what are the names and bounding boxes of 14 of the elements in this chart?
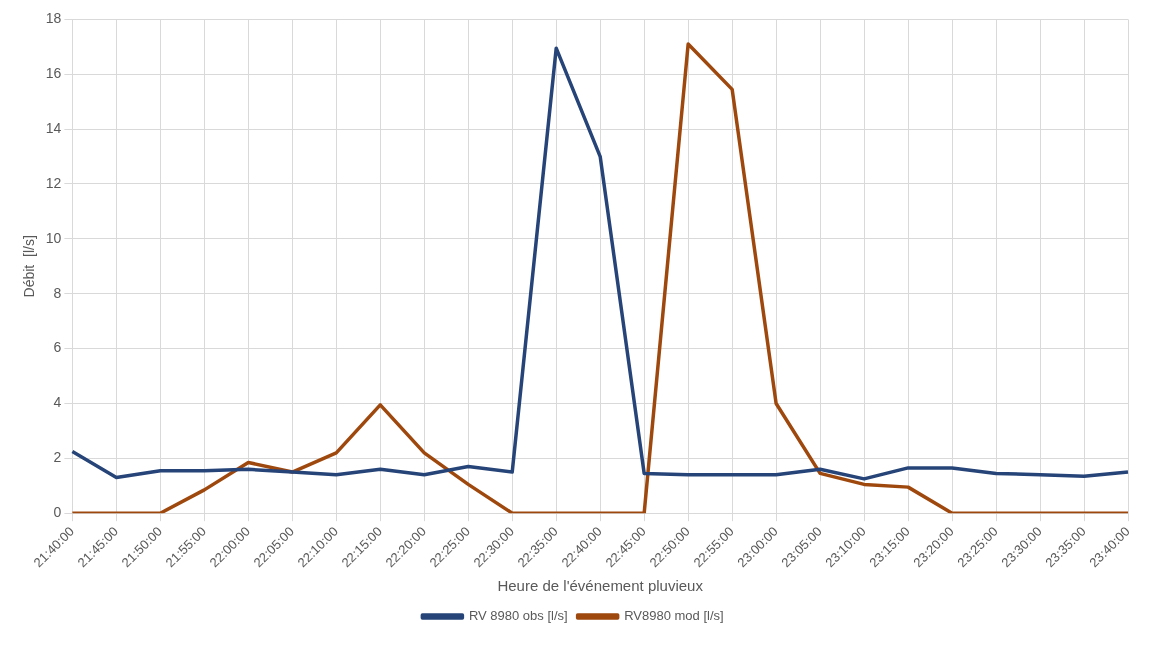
y-tick-label: 8	[53, 284, 62, 301]
y-tick-label: 10	[45, 229, 62, 246]
x-axis-title: Heure de l'événement pluvieux	[497, 577, 704, 595]
y-tick-label: 6	[53, 339, 62, 356]
legend-label: RV 8980 obs [l/s]	[468, 608, 568, 624]
legend-label: RV8980 mod [l/s]	[624, 608, 724, 624]
y-tick-label: 18	[45, 10, 62, 27]
y-tick-label: 14	[45, 119, 62, 136]
y-tick-label: 12	[45, 174, 62, 191]
y-tick-label: 4	[53, 394, 62, 411]
y-tick-label: 16	[45, 65, 62, 82]
y-tick-label: 0	[53, 504, 62, 521]
y-axis-title: Débit [l/s]	[21, 235, 38, 298]
y-tick-label: 2	[53, 449, 62, 466]
